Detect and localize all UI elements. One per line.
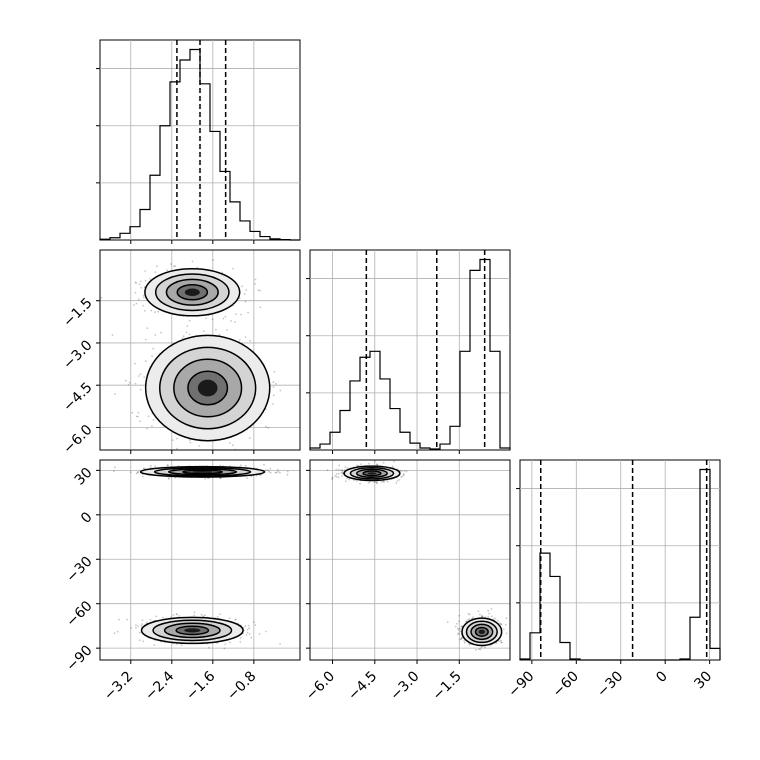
density-fill: [184, 628, 201, 633]
y-tick-label-1-3: −1.5: [60, 295, 95, 330]
contour-line: [176, 284, 209, 301]
y-tick-label-1-2: −3.0: [60, 337, 95, 372]
x-tick-label-1-0: −6.0: [303, 668, 338, 703]
hist-panel-1: [306, 249, 511, 454]
hist-panel-2: [516, 459, 721, 664]
x-tick-label-2-0: −90: [505, 668, 537, 700]
density-fill: [192, 471, 213, 473]
contour-line: [362, 470, 382, 477]
contour-line: [163, 622, 221, 639]
contour-line: [167, 468, 238, 476]
contour-line: [139, 465, 266, 478]
contour-line: [356, 468, 388, 478]
x-tick-label-1-3: −1.5: [430, 668, 465, 703]
contour-line: [343, 465, 401, 482]
scatter-panel-frame: [99, 459, 301, 661]
contour-line: [173, 358, 243, 418]
hist-grid: [310, 250, 510, 450]
x-tick-label-2-3: 0: [653, 668, 671, 686]
contour-line: [182, 469, 224, 475]
density-fill: [184, 288, 200, 296]
x-tick-label-1-1: −4.5: [345, 668, 380, 703]
contour-line: [461, 617, 503, 647]
scatter-panel-frame: [99, 249, 301, 451]
contour-line: [153, 467, 252, 477]
contour-line: [465, 620, 498, 644]
y-tick-label-1-0: −6.0: [60, 422, 95, 457]
y-tick-label-2-1: −60: [63, 598, 95, 630]
hist-panel-0: [96, 39, 301, 244]
contour-line: [152, 619, 233, 642]
x-tick-label-0-0: −3.2: [101, 668, 136, 703]
x-tick-label-0-2: −1.6: [183, 668, 218, 703]
histogram-2: [519, 468, 721, 661]
scatter-panel-frame: [309, 459, 511, 661]
histogram-1: [309, 258, 511, 450]
contour-line: [470, 623, 494, 641]
contour-line: [158, 346, 257, 430]
x-tick-label-1-2: −3.0: [387, 668, 422, 703]
scatter-panel-0-2: [96, 459, 301, 664]
contour-line: [144, 334, 271, 442]
contour-line: [474, 626, 489, 637]
contour-line: [154, 273, 230, 312]
x-tick-label-2-2: −30: [594, 668, 626, 700]
x-tick-label-2-1: −60: [550, 668, 582, 700]
density-fill: [367, 472, 377, 475]
x-tick-label-0-3: −0.8: [224, 668, 259, 703]
contour-line: [165, 278, 219, 306]
y-tick-label-2-2: −30: [63, 554, 95, 586]
scatter-panel-0-1: [96, 249, 301, 454]
y-tick-label-2-0: −90: [63, 642, 95, 674]
x-tick-label-2-4: 30: [691, 668, 715, 692]
y-tick-label-2-4: 30: [72, 465, 96, 489]
contour-line: [349, 467, 395, 480]
contour-line: [144, 267, 241, 317]
hist-panel-frame: [309, 249, 511, 451]
contour-line: [187, 370, 229, 406]
density-fill: [478, 629, 485, 635]
x-tick-label-0-1: −2.4: [142, 668, 177, 703]
y-tick-label-1-1: −4.5: [60, 380, 95, 415]
contour-line: [140, 616, 244, 645]
scatter-grid: [310, 460, 510, 660]
contour-line: [175, 625, 210, 636]
density-fill: [197, 379, 218, 397]
scatter-panel-1-2: [306, 459, 511, 664]
y-tick-label-2-3: 0: [78, 509, 96, 527]
hist-grid: [100, 40, 300, 240]
